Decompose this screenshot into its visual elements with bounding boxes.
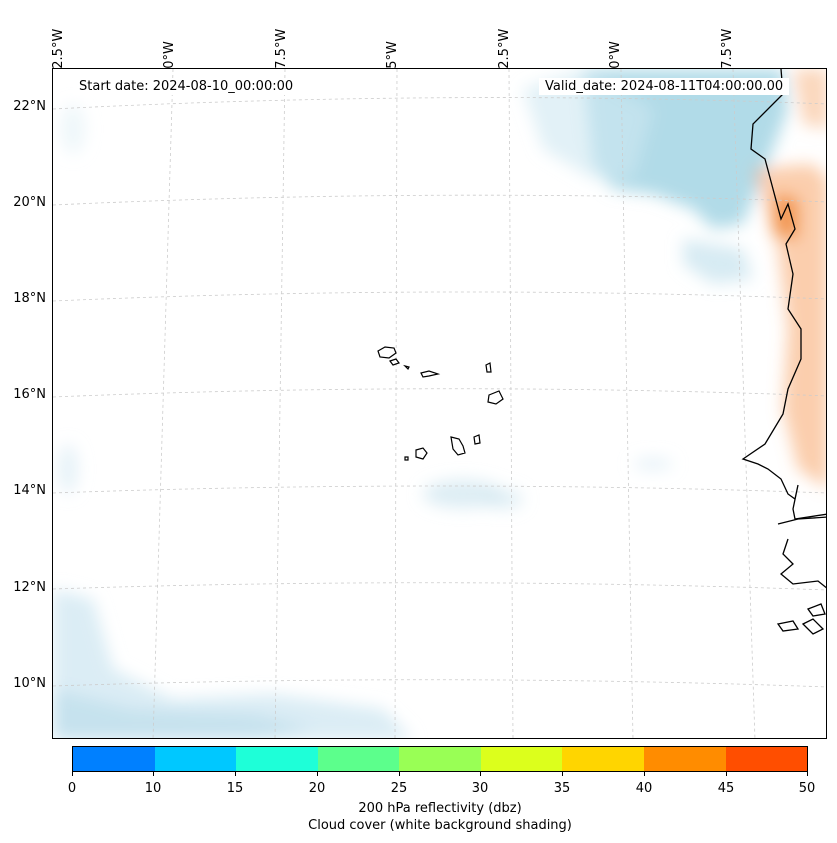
coastline xyxy=(741,69,826,635)
island-boa-vista xyxy=(487,390,504,405)
colorbar-segment xyxy=(562,747,644,771)
island-santiago xyxy=(450,436,466,456)
island-santo-antao xyxy=(377,346,397,359)
colorbar-tick xyxy=(235,772,236,776)
colorbar-tick-label: 50 xyxy=(798,781,816,796)
lat-label: 18°N xyxy=(13,291,46,306)
warm-area-core xyxy=(773,194,798,239)
colorbar-tick-label: 15 xyxy=(226,781,244,796)
cloud-patch xyxy=(61,104,85,154)
colorbar-segment xyxy=(480,747,563,771)
colorbar-tick-label: 20 xyxy=(308,781,326,796)
colorbar-tick xyxy=(399,772,400,776)
cloud-southwest xyxy=(53,589,412,738)
island-santa-luzia xyxy=(403,364,410,371)
colorbar-tick xyxy=(72,772,73,776)
colorbar-tick-label: 25 xyxy=(390,781,408,796)
lat-label: 16°N xyxy=(13,387,46,402)
colorbar-tick xyxy=(562,772,563,776)
colorbar-tick-label: 10 xyxy=(144,781,162,796)
lat-label: 10°N xyxy=(13,676,46,691)
cloud-patch xyxy=(423,480,503,508)
colorbar-tick-label: 40 xyxy=(635,781,653,796)
start-date-label: Start date: 2024-08-10_00:00:00 xyxy=(73,78,300,95)
colorbar-tick-label: 0 xyxy=(67,781,77,796)
colorbar-tick xyxy=(480,772,481,776)
gambia-river xyxy=(777,516,826,525)
island-fogo xyxy=(415,447,428,460)
lat-label: 20°N xyxy=(13,195,46,210)
colorbar-tick xyxy=(726,772,727,776)
cloud-patch xyxy=(58,444,78,494)
cloud-patch xyxy=(483,489,523,509)
island-sao-nicolau xyxy=(420,370,441,378)
colorbar xyxy=(72,746,808,772)
lat-label: 12°N xyxy=(13,580,46,595)
map-canvas xyxy=(53,69,826,738)
colorbar-segment xyxy=(317,747,400,771)
colorbar-segment xyxy=(725,747,808,771)
map-panel[interactable]: Start date: 2024-08-10_00:00:00 Valid_da… xyxy=(52,68,827,739)
colorbar-tick-label: 30 xyxy=(471,781,489,796)
colorbar-tick xyxy=(153,772,154,776)
warm-area-coast xyxy=(753,164,826,488)
cloud-band-east xyxy=(683,239,753,284)
colorbar-segment xyxy=(154,747,237,771)
valid-date-label: Valid_date: 2024-08-11T04:00:00.00 xyxy=(539,78,790,95)
island-sal xyxy=(485,362,492,373)
warm-area-top xyxy=(793,69,826,129)
cloud-southwest-core xyxy=(53,689,313,738)
colorbar-tick xyxy=(644,772,645,776)
cloud-patch xyxy=(633,458,673,470)
island-maio xyxy=(473,434,481,445)
colorbar-subtitle: Cloud cover (white background shading) xyxy=(308,818,572,833)
bijagos-islands xyxy=(776,603,826,635)
colorbar-segment xyxy=(73,747,155,771)
coast-south xyxy=(779,538,826,589)
colorbar-tick-label: 45 xyxy=(717,781,735,796)
lat-label: 14°N xyxy=(13,483,46,498)
cape-verde-islands xyxy=(377,346,504,461)
island-sao-vicente xyxy=(389,358,400,366)
colorbar-title: 200 hPa reflectivity (dbz) xyxy=(358,801,522,816)
cloud-band-northeast-halo xyxy=(523,69,653,179)
colorbar-tick-label: 35 xyxy=(553,781,571,796)
island-brava xyxy=(404,456,409,461)
colorbar-segment xyxy=(236,747,318,771)
cloud-shading xyxy=(53,69,826,738)
colorbar-tick xyxy=(807,772,808,776)
lat-label: 22°N xyxy=(13,99,46,114)
africa-coast xyxy=(741,69,826,520)
colorbar-segment xyxy=(643,747,726,771)
colorbar-segment xyxy=(399,747,481,771)
colorbar-tick xyxy=(317,772,318,776)
gridlines xyxy=(53,69,826,738)
